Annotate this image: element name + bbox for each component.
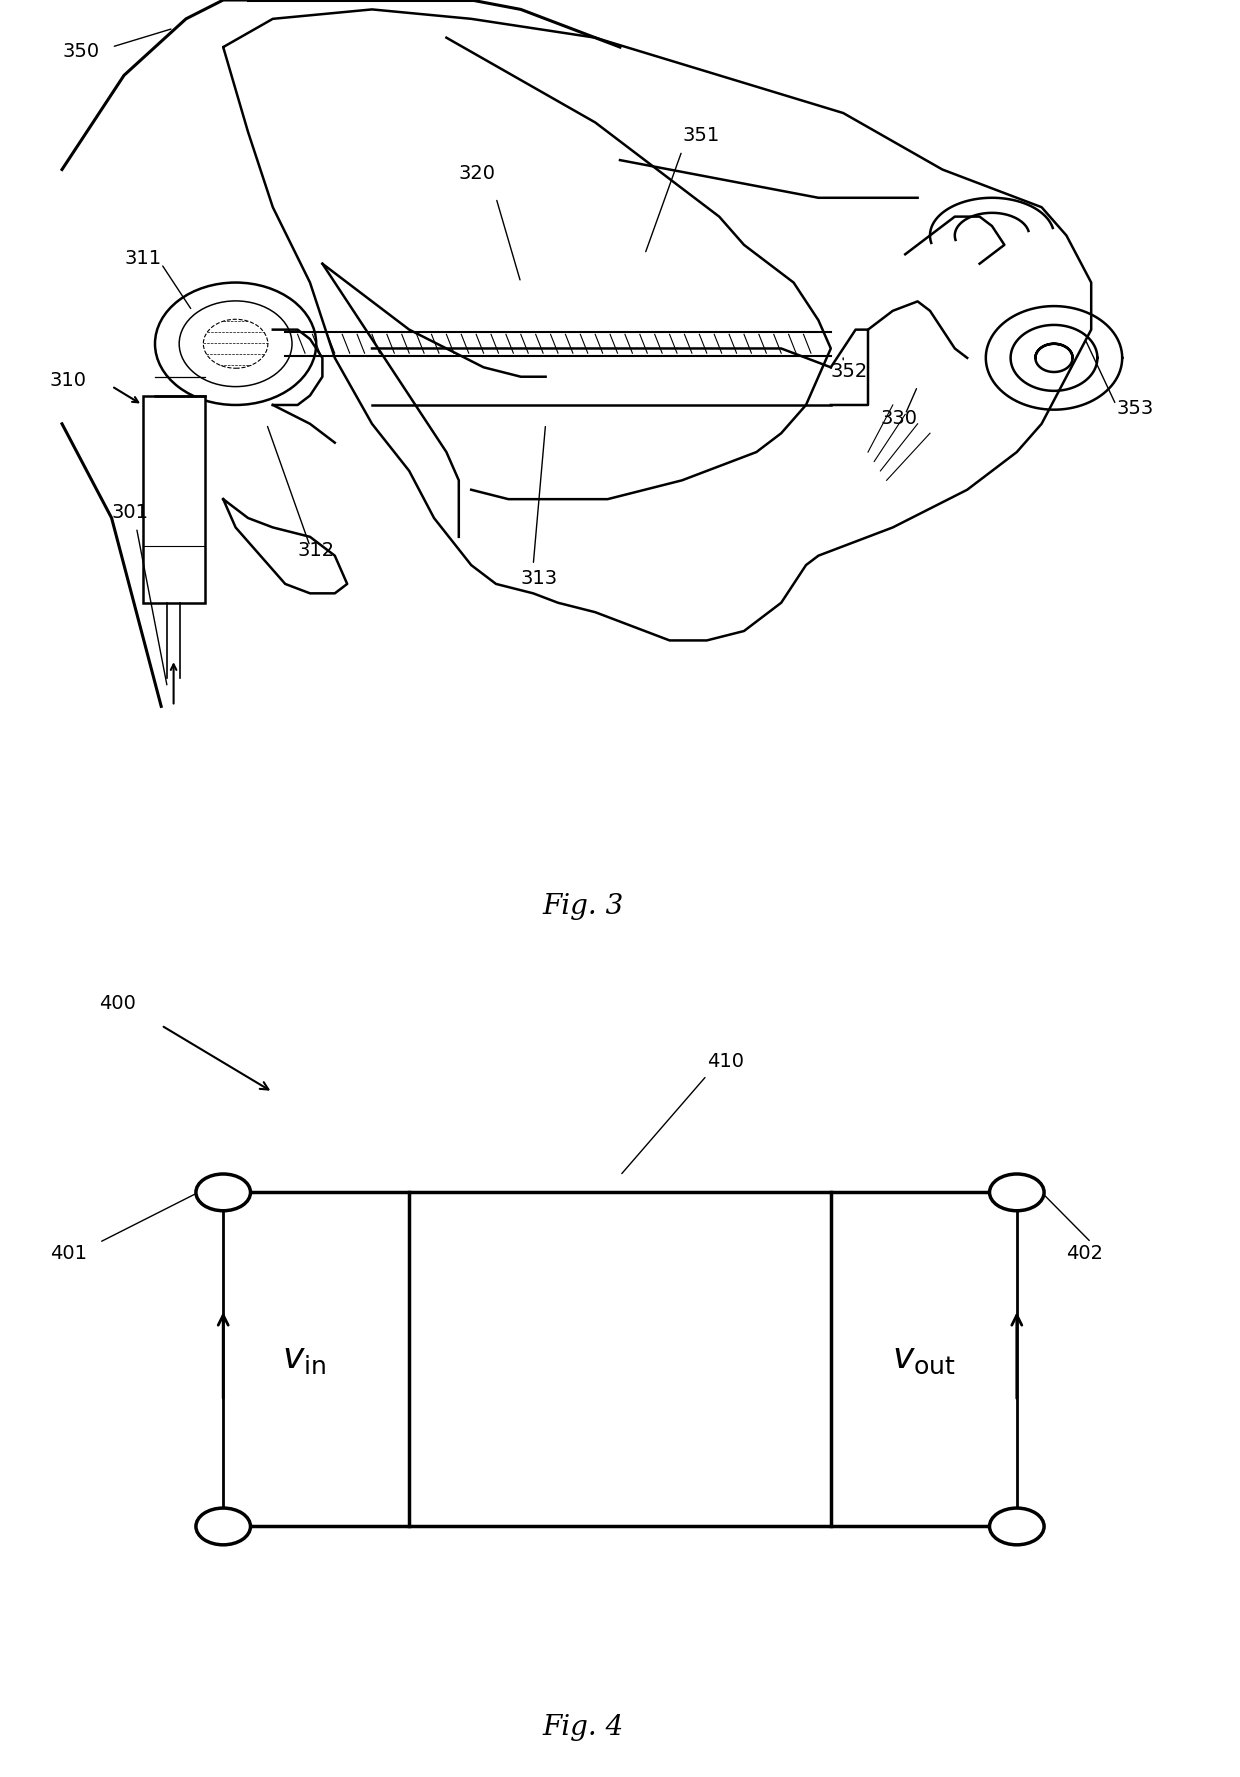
Text: 351: 351 <box>682 126 719 146</box>
Text: Fig. 4: Fig. 4 <box>542 1715 624 1741</box>
Text: 402: 402 <box>1066 1244 1104 1263</box>
Circle shape <box>196 1175 250 1210</box>
Text: 310: 310 <box>50 371 87 391</box>
Text: 330: 330 <box>880 409 918 428</box>
Text: $v_\mathrm{in}$: $v_\mathrm{in}$ <box>281 1342 326 1377</box>
Text: 353: 353 <box>1116 400 1153 418</box>
Text: 400: 400 <box>99 993 136 1013</box>
Text: 410: 410 <box>707 1052 744 1072</box>
Text: 320: 320 <box>459 163 496 183</box>
Text: 313: 313 <box>521 569 558 588</box>
Circle shape <box>990 1509 1044 1544</box>
Text: 301: 301 <box>112 503 149 522</box>
Text: 350: 350 <box>62 41 99 60</box>
Circle shape <box>990 1175 1044 1210</box>
Text: $v_\mathrm{out}$: $v_\mathrm{out}$ <box>892 1342 956 1377</box>
Bar <box>409 1192 831 1526</box>
Text: 312: 312 <box>298 540 335 560</box>
Text: 401: 401 <box>50 1244 87 1263</box>
Text: 352: 352 <box>831 363 868 380</box>
Bar <box>143 396 205 602</box>
Text: Fig. 3: Fig. 3 <box>542 892 624 919</box>
Circle shape <box>196 1509 250 1544</box>
Text: 311: 311 <box>124 249 161 268</box>
